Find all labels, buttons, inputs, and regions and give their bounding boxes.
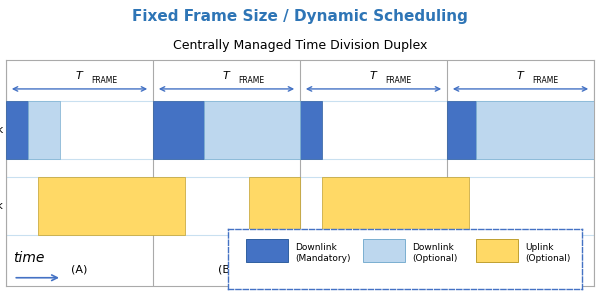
Text: $T$: $T$ — [222, 69, 231, 81]
FancyBboxPatch shape — [246, 239, 288, 262]
Text: FRAME: FRAME — [532, 76, 559, 85]
Text: Uplink: Uplink — [0, 201, 3, 211]
FancyBboxPatch shape — [28, 101, 61, 159]
FancyBboxPatch shape — [6, 101, 28, 159]
FancyBboxPatch shape — [300, 101, 322, 159]
Text: Uplink
(Optional): Uplink (Optional) — [526, 243, 571, 262]
Text: (B): (B) — [218, 265, 235, 275]
Text: Centrally Managed Time Division Duplex: Centrally Managed Time Division Duplex — [173, 39, 427, 52]
FancyBboxPatch shape — [476, 239, 518, 262]
Text: Downlink
(Optional): Downlink (Optional) — [412, 243, 457, 262]
Text: (A): (A) — [71, 265, 88, 275]
Text: FRAME: FRAME — [91, 76, 118, 85]
FancyBboxPatch shape — [38, 177, 185, 235]
FancyBboxPatch shape — [447, 101, 476, 159]
FancyBboxPatch shape — [476, 101, 594, 159]
FancyBboxPatch shape — [362, 239, 405, 262]
Text: (D): (D) — [512, 265, 529, 275]
Text: $T$: $T$ — [75, 69, 84, 81]
FancyBboxPatch shape — [248, 177, 300, 235]
FancyBboxPatch shape — [322, 177, 469, 235]
Text: (C): (C) — [365, 265, 382, 275]
Text: $T$: $T$ — [369, 69, 378, 81]
Text: Downlink: Downlink — [0, 125, 3, 135]
FancyBboxPatch shape — [153, 101, 205, 159]
Text: $T$: $T$ — [516, 69, 525, 81]
Text: FRAME: FRAME — [238, 76, 265, 85]
FancyBboxPatch shape — [205, 101, 300, 159]
Text: time: time — [13, 251, 45, 265]
Text: Downlink
(Mandatory): Downlink (Mandatory) — [295, 243, 351, 262]
Text: FRAME: FRAME — [385, 76, 412, 85]
Text: Fixed Frame Size / Dynamic Scheduling: Fixed Frame Size / Dynamic Scheduling — [132, 9, 468, 24]
